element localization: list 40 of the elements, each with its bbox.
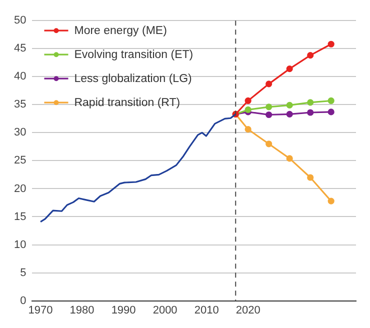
- y-tick-label: 5: [20, 266, 26, 279]
- y-tick-label: 0: [20, 294, 26, 307]
- point: [266, 111, 272, 118]
- x-tick-label: 1970: [28, 304, 53, 316]
- point: [286, 155, 293, 162]
- point: [286, 65, 293, 72]
- y-tick-label: 35: [14, 98, 26, 111]
- x-tick-label: 1980: [70, 304, 94, 316]
- legend-label: Rapid transition (RT): [74, 96, 180, 109]
- legend-label: More energy (ME): [74, 24, 168, 37]
- legend-label: Evolving transition (ET): [74, 48, 194, 61]
- point: [266, 80, 272, 88]
- point: [244, 126, 252, 133]
- point: [328, 97, 334, 104]
- x-tick-label: 1990: [111, 304, 136, 316]
- x-tick-label: 2020: [236, 304, 260, 316]
- point: [244, 106, 252, 114]
- point: [328, 108, 334, 116]
- point: [307, 174, 314, 181]
- y-tick-label: 50: [14, 14, 26, 27]
- point: [266, 140, 272, 148]
- point: [266, 104, 272, 110]
- legend-label: Less globalization (LG): [74, 72, 192, 85]
- point: [286, 102, 293, 109]
- point: [328, 40, 334, 48]
- point: [286, 110, 293, 118]
- y-tick-label: 15: [14, 210, 26, 223]
- x-tick-label: 2010: [194, 304, 219, 316]
- y-tick-label: 40: [14, 70, 26, 83]
- point: [307, 109, 314, 116]
- point: [307, 52, 314, 59]
- y-tick-label: 25: [14, 154, 26, 167]
- point: [307, 99, 314, 106]
- point: [244, 97, 252, 104]
- point: [328, 198, 334, 204]
- x-tick-label: 2000: [152, 304, 178, 316]
- y-tick-label: 20: [14, 182, 26, 195]
- y-tick-label: 10: [14, 238, 26, 251]
- y-tick-label: 30: [14, 126, 26, 139]
- y-tick-label: 45: [14, 42, 26, 55]
